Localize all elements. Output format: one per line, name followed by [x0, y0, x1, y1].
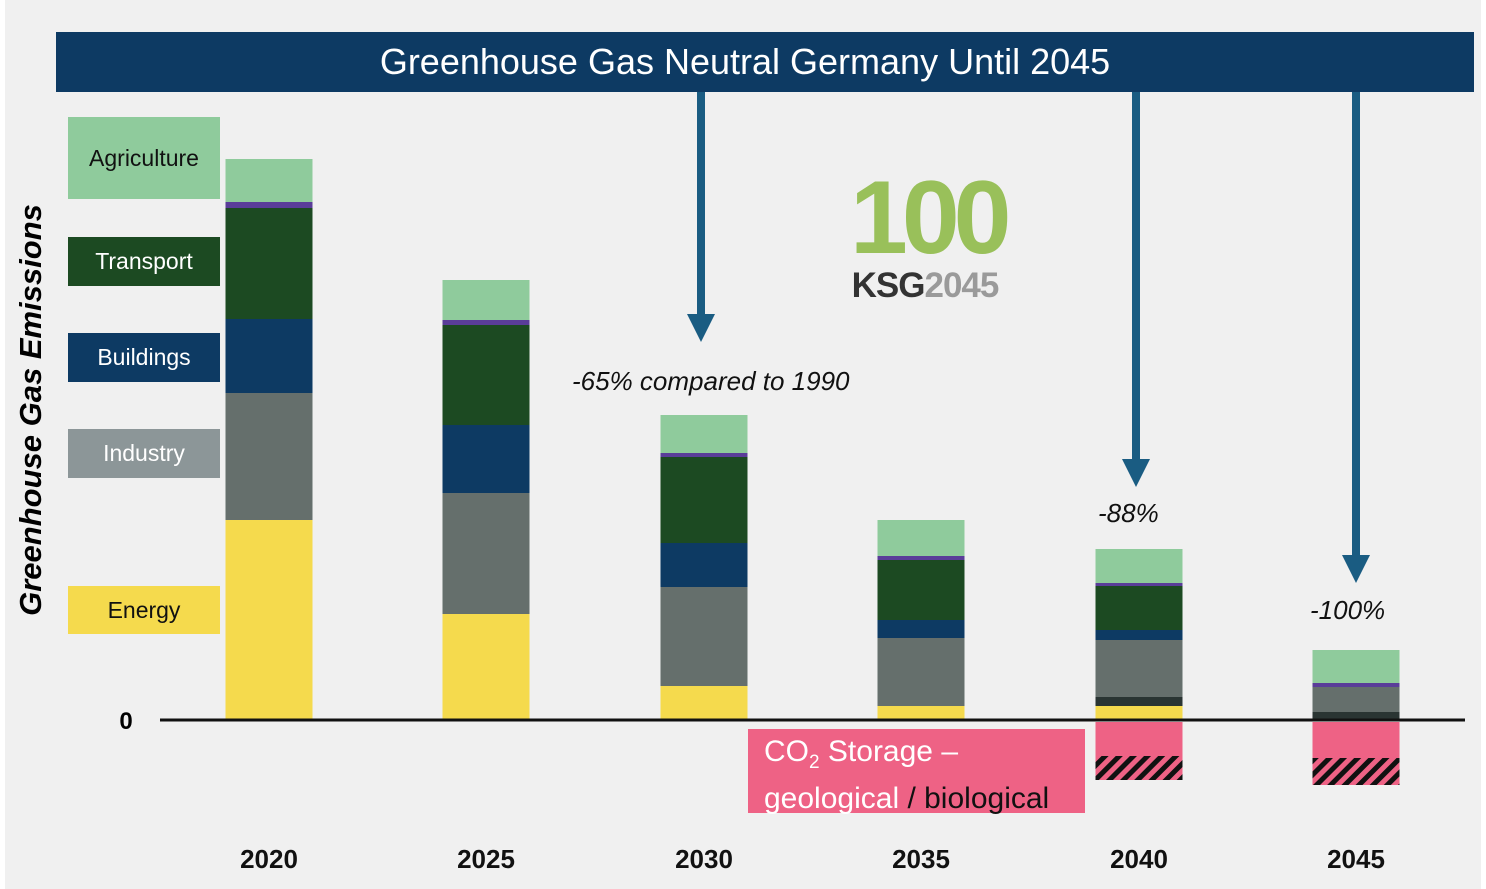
legend-energy: Energy: [68, 586, 220, 634]
legend-label: Buildings: [97, 344, 191, 370]
co2-storage-text: Storage –: [819, 735, 959, 768]
x-tick-label-2020: 2020: [240, 844, 298, 874]
chart-title: Greenhouse Gas Neutral Germany Until 204…: [379, 41, 1111, 82]
bar-segment-2020-series-5: [225, 202, 313, 208]
bar-segment-2030-transport: [660, 457, 748, 543]
annotation-2030: -65% compared to 1990: [572, 366, 850, 396]
bar-segment-2040-buildings: [1095, 630, 1183, 640]
bar-segment-2040-series-1: [1095, 697, 1183, 706]
bar-segment-2020-agriculture: [225, 159, 313, 202]
arrows-layer: [687, 80, 1370, 583]
arrow-head-0: [687, 314, 715, 342]
bar-segment-2020-energy: [225, 520, 313, 720]
co2-subscript: 2: [809, 752, 820, 773]
ksg-2045-logo: 100 KSG2045: [850, 160, 1012, 308]
bar-segment-2040-series-5: [1095, 583, 1183, 586]
co2-line-2: geological / biological: [764, 781, 1085, 817]
co2-line-1: CO2 Storage –: [764, 734, 1085, 781]
x-tick-label-2035: 2035: [892, 844, 950, 874]
bar-segment-2045-series-5: [1312, 683, 1400, 687]
logo-subtitle: KSG2045: [850, 268, 1000, 304]
chart-canvas: 0 2020 2025 2030 2035 2040 2045 Greenhouse Ga…: [5, 0, 1481, 889]
co2-geological-text: geological: [764, 782, 900, 815]
co2-storage-label: CO2 Storage – geological / biological: [748, 729, 1085, 815]
co2-biological-text: biological: [924, 782, 1050, 815]
co2-text: CO: [764, 735, 809, 768]
bar-segment-2035-transport: [877, 560, 965, 620]
bar-segment-2030-agriculture: [660, 415, 748, 453]
bar-segment-2035-energy: [877, 706, 965, 720]
bar-segment-2020-industry: [225, 393, 313, 520]
bar-segment-2030-buildings: [660, 543, 748, 587]
annotation-2040: -88%: [1098, 498, 1159, 528]
bar-segment-2035-industry: [877, 638, 965, 706]
legend-agriculture: Agriculture: [68, 117, 220, 199]
bar-negative-2045-1: [1312, 758, 1400, 785]
bar-segment-2025-industry: [442, 493, 530, 614]
legend-label: Energy: [107, 596, 181, 623]
bar-segment-2040-transport: [1095, 586, 1183, 630]
bar-segment-2040-agriculture: [1095, 549, 1183, 583]
y-axis-label: Greenhouse Gas Emissions: [13, 204, 48, 616]
chart-title-bar: Greenhouse Gas Neutral Germany Until 204…: [56, 32, 1474, 92]
bar-segment-2045-industry: [1312, 687, 1400, 712]
bar-negative-2040-0: [1095, 722, 1183, 756]
bar-segment-2030-series-5: [660, 453, 748, 457]
arrow-head-1: [1122, 459, 1150, 487]
bar-segment-2020-buildings: [225, 319, 313, 393]
bar-segment-2030-energy: [660, 686, 748, 720]
bar-segment-2045-series-1: [1312, 712, 1400, 720]
bar-negative-2040-1: [1095, 756, 1183, 780]
x-tick-label-2025: 2025: [457, 844, 515, 874]
logo-sub-ksg: KSG: [851, 266, 926, 305]
x-tick-label-2030: 2030: [675, 844, 733, 874]
bar-segment-2035-buildings: [877, 620, 965, 638]
bar-segment-2040-energy: [1095, 706, 1183, 720]
bar-segment-2025-series-5: [442, 320, 530, 325]
logo-number: 100: [850, 160, 1012, 276]
bar-segment-2025-buildings: [442, 425, 530, 493]
logo-sub-year: 2045: [924, 266, 999, 305]
annotation-2045: -100%: [1310, 595, 1386, 625]
co2-separator: /: [899, 782, 925, 815]
zero-tick-label: 0: [119, 708, 132, 735]
bar-segment-2025-transport: [442, 325, 530, 425]
bar-segment-2025-agriculture: [442, 280, 530, 320]
x-tick-label-2040: 2040: [1110, 844, 1168, 874]
legend-buildings: Buildings: [68, 333, 220, 382]
legend-transport: Transport: [68, 237, 220, 286]
bar-segment-2025-energy: [442, 614, 530, 720]
legend-label: Industry: [103, 440, 185, 466]
bar-segment-2035-series-5: [877, 556, 965, 560]
arrow-head-2: [1342, 555, 1370, 583]
bars-layer: [225, 159, 1400, 785]
bar-segment-2040-industry: [1095, 640, 1183, 697]
bar-segment-2030-industry: [660, 587, 748, 686]
legend-label: Agriculture: [89, 144, 199, 171]
legend-industry: Industry: [68, 429, 220, 478]
bar-negative-2045-0: [1312, 722, 1400, 758]
legend-label: Transport: [95, 248, 193, 274]
chart-plot: 0 2020 2025 2030 2035 2040 2045: [119, 80, 1465, 874]
x-tick-labels: 2020 2025 2030 2035 2040 2045: [240, 844, 1385, 874]
bar-segment-2020-transport: [225, 208, 313, 319]
bar-segment-2035-agriculture: [877, 520, 965, 556]
x-tick-label-2045: 2045: [1327, 844, 1385, 874]
bar-segment-2045-agriculture: [1312, 650, 1400, 683]
